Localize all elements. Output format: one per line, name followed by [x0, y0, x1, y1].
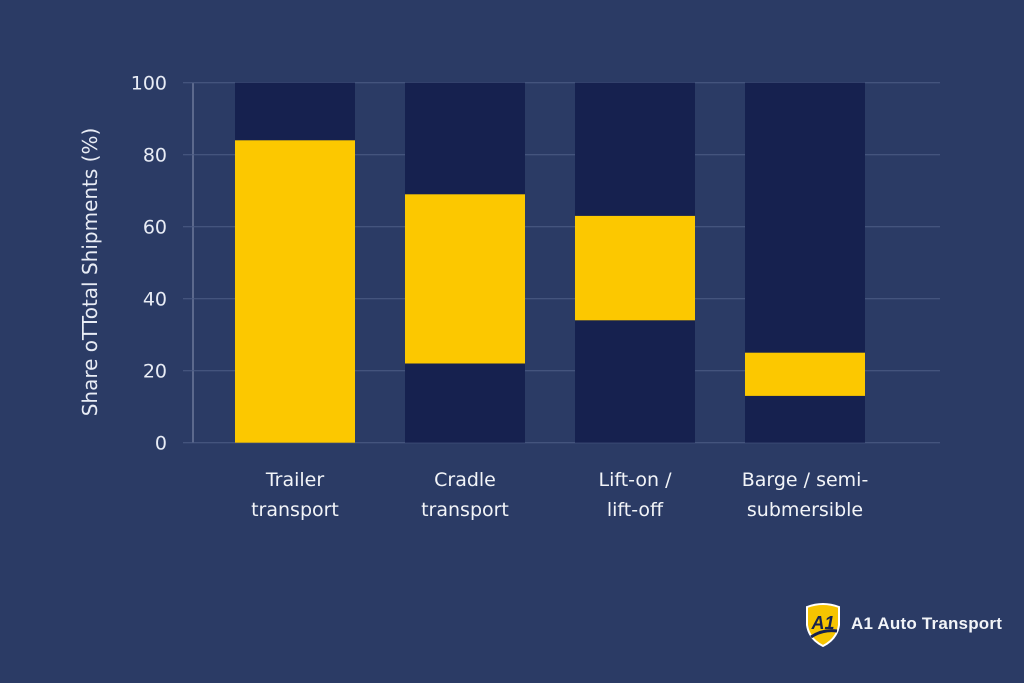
- y-ticks: 0 20 40 60 80 100: [131, 73, 167, 455]
- category-labels: Trailer transport Cradle transport Lift-on /…: [251, 469, 868, 521]
- range-bar: [745, 352, 865, 396]
- logo-text: A1 Auto Transport: [851, 614, 1003, 633]
- y-tick-label: 40: [143, 289, 167, 311]
- y-tick-label: 80: [143, 145, 167, 167]
- range-bar: [405, 194, 525, 364]
- category-label: transport: [251, 499, 339, 521]
- category-label: submersible: [747, 499, 863, 521]
- y-tick-label: 60: [143, 217, 167, 239]
- y-axis-label: Share oTTotal Shipments (%): [78, 128, 102, 417]
- y-tick-label: 20: [143, 361, 167, 383]
- bars: [235, 82, 865, 443]
- category-label: Lift-on /: [599, 469, 673, 491]
- svg-text:A1: A1: [810, 613, 834, 633]
- category-label: transport: [421, 499, 509, 521]
- category-label: Barge / semi-: [742, 469, 869, 491]
- category-label: Cradle: [434, 469, 496, 491]
- category-label: lift-off: [607, 499, 664, 521]
- category-label: Trailer: [265, 469, 325, 491]
- y-tick-label: 0: [155, 433, 167, 455]
- logo: A1 A1 Auto Transport: [803, 601, 1002, 647]
- y-tick-label: 100: [131, 73, 167, 95]
- range-bar: [575, 215, 695, 321]
- a1-shield-logo-icon: A1: [806, 603, 840, 647]
- range-bar: [235, 140, 355, 443]
